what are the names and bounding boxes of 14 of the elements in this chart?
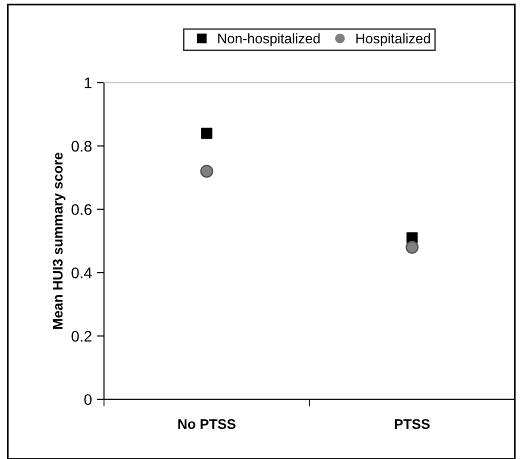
x-tick-label: PTSS bbox=[394, 419, 430, 429]
y-tick-label: 0 bbox=[84, 394, 92, 406]
y-tick-label: 1 bbox=[84, 78, 92, 88]
y-tick-label: 0.6 bbox=[72, 204, 92, 215]
point bbox=[200, 164, 214, 178]
y-tick-label: 0.4 bbox=[72, 268, 92, 278]
y-tick-label: 0.2 bbox=[72, 330, 92, 342]
legend-label: Non-hospitalized bbox=[218, 33, 320, 46]
legend-label: Hospitalized bbox=[356, 33, 430, 46]
x-tick-label: No PTSS bbox=[178, 419, 236, 429]
point bbox=[406, 240, 419, 254]
y-tick-label: 0.8 bbox=[72, 140, 92, 152]
point bbox=[201, 128, 212, 139]
y-axis-title: Mean HUI3 summary score bbox=[52, 152, 66, 329]
